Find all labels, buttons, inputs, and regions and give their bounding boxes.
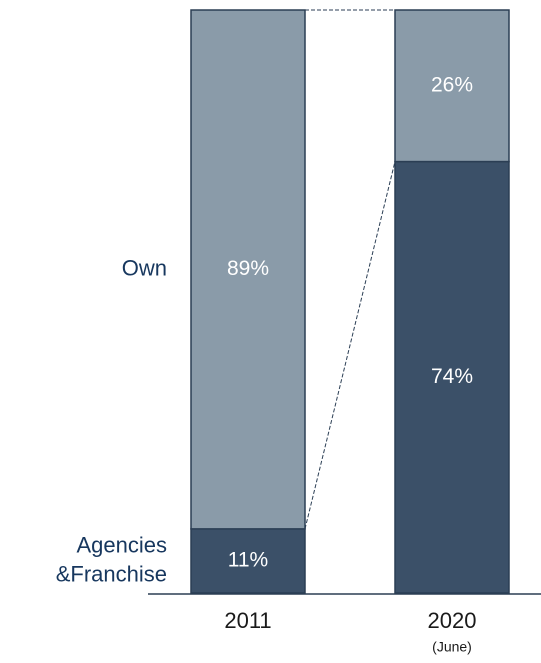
legend-label-line: Own [122, 255, 167, 280]
value-label: 26% [431, 73, 473, 96]
value-label: 74% [431, 365, 473, 388]
value-label: 11% [228, 548, 268, 571]
legend-label: Own [122, 255, 167, 280]
x-tick-note: (June) [432, 639, 472, 655]
bar-segment [190, 9, 306, 530]
legend-label-line: &Franchise [56, 561, 167, 586]
connector [304, 161, 396, 529]
bar-segment [394, 9, 510, 163]
legend-label: Agencies &Franchise [56, 532, 167, 586]
value-label: 89% [227, 257, 269, 280]
x-tick-label: 2011 [224, 608, 271, 633]
x-tick-label: 2020 [428, 608, 477, 633]
bar-segment [190, 528, 306, 594]
legend-label-line: Agencies [76, 532, 167, 557]
